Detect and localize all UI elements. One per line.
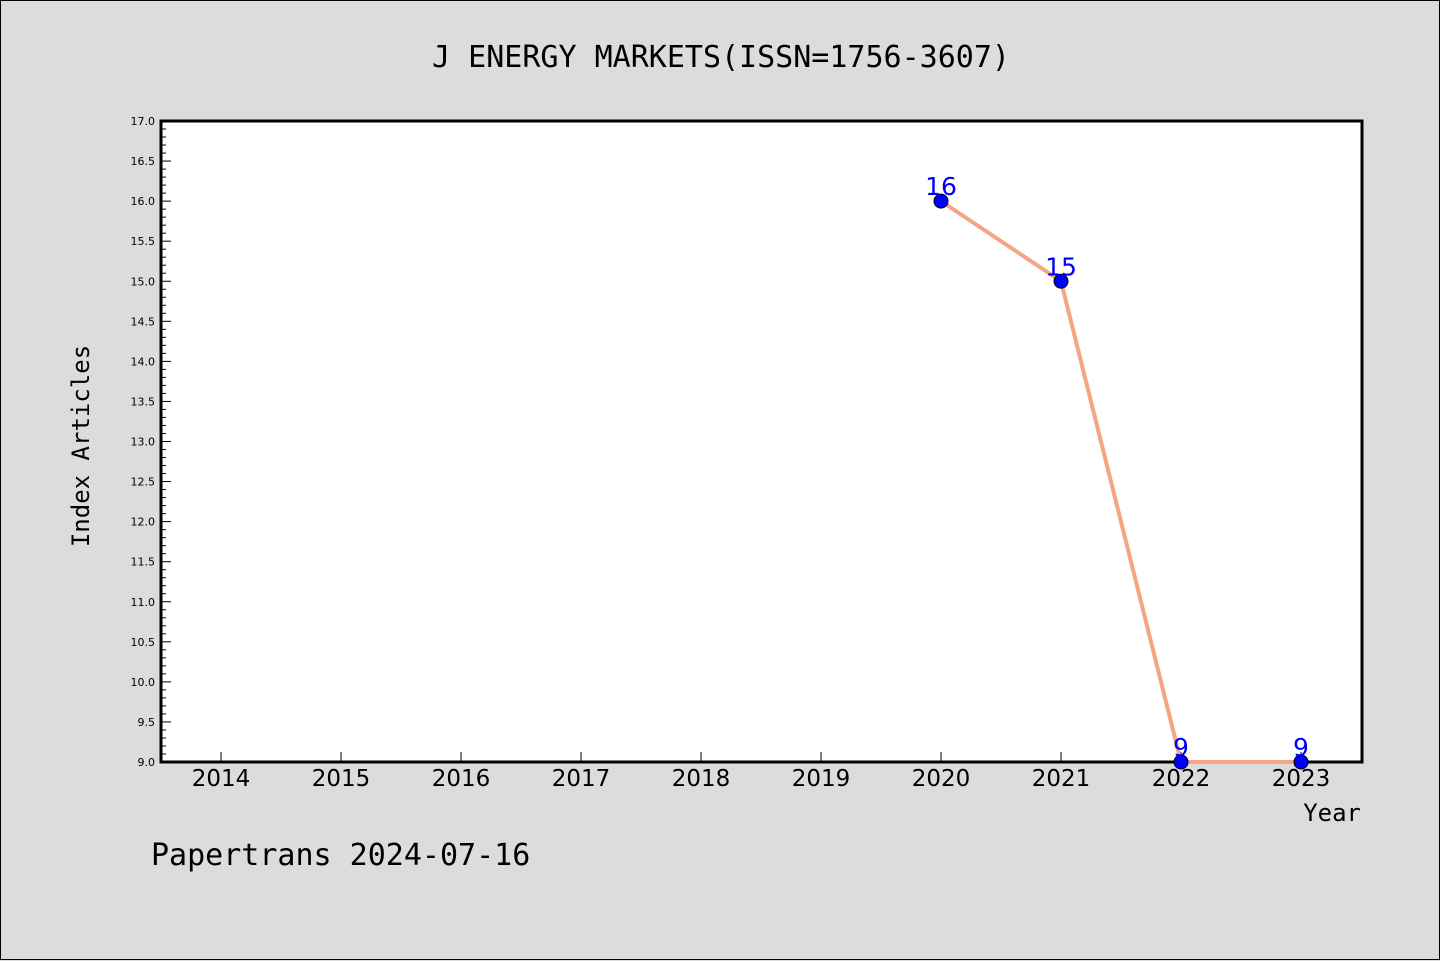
x-tick-label: 2023 bbox=[1272, 766, 1331, 792]
series-layer: 16 15 9 9 bbox=[925, 172, 1309, 770]
y-tick-label: 13.0 bbox=[131, 436, 156, 449]
y-axis-label: Index Articles bbox=[67, 345, 95, 547]
data-point bbox=[1053, 273, 1069, 289]
data-point bbox=[1173, 754, 1189, 770]
y-tick-label: 10.5 bbox=[131, 636, 156, 649]
y-tick-label: 17.0 bbox=[131, 115, 156, 128]
data-label: 9 bbox=[1293, 733, 1309, 762]
y-tick-label: 16.5 bbox=[131, 155, 156, 168]
data-point bbox=[933, 193, 949, 209]
chart-title: J ENERGY MARKETS(ISSN=1756-3607) bbox=[432, 40, 1010, 75]
y-tick-label: 16.0 bbox=[131, 195, 156, 208]
y-tick-label: 14.0 bbox=[131, 355, 156, 368]
y-tick-label: 10.0 bbox=[131, 676, 156, 689]
x-tick-label: 2018 bbox=[672, 766, 731, 792]
x-tick-label: 2015 bbox=[312, 766, 371, 792]
x-tick-label: 2022 bbox=[1152, 766, 1211, 792]
data-label: 9 bbox=[1173, 733, 1189, 762]
y-tick-label: 9.0 bbox=[138, 756, 156, 769]
x-tick-label: 2016 bbox=[432, 766, 491, 792]
y-tick-label: 14.5 bbox=[131, 315, 156, 328]
x-tick-label: 2017 bbox=[552, 766, 611, 792]
y-tick-label: 9.5 bbox=[138, 716, 156, 729]
x-tick-label: 2019 bbox=[792, 766, 851, 792]
y-tick-label: 13.5 bbox=[131, 395, 156, 408]
plot-area bbox=[159, 119, 1364, 764]
y-axis: 9.0 9.5 10.0 10.5 11.0 11.5 12.0 12.5 13.0 13.5 14… bbox=[131, 115, 171, 769]
x-tick-label: 2014 bbox=[192, 766, 251, 792]
x-tick-label: 2021 bbox=[1032, 766, 1091, 792]
data-label: 15 bbox=[1045, 252, 1077, 281]
y-tick-label: 11.0 bbox=[131, 596, 156, 609]
y-tick-label: 12.5 bbox=[131, 476, 156, 489]
y-tick-label: 15.0 bbox=[131, 275, 156, 288]
footer-watermark: Papertrans 2024-07-16 bbox=[151, 838, 530, 873]
x-axis: 2014 2015 2016 2017 2018 2019 2020 2021 2022 2023 bbox=[192, 752, 1331, 792]
data-point bbox=[1293, 754, 1309, 770]
x-tick-label: 2020 bbox=[912, 766, 971, 792]
data-label: 16 bbox=[925, 172, 957, 201]
y-tick-label: 11.5 bbox=[131, 556, 156, 569]
x-axis-label: Year bbox=[1303, 799, 1361, 827]
y-tick-label: 15.5 bbox=[131, 235, 156, 248]
series-line bbox=[939, 199, 1301, 764]
y-tick-label: 12.0 bbox=[131, 516, 156, 529]
